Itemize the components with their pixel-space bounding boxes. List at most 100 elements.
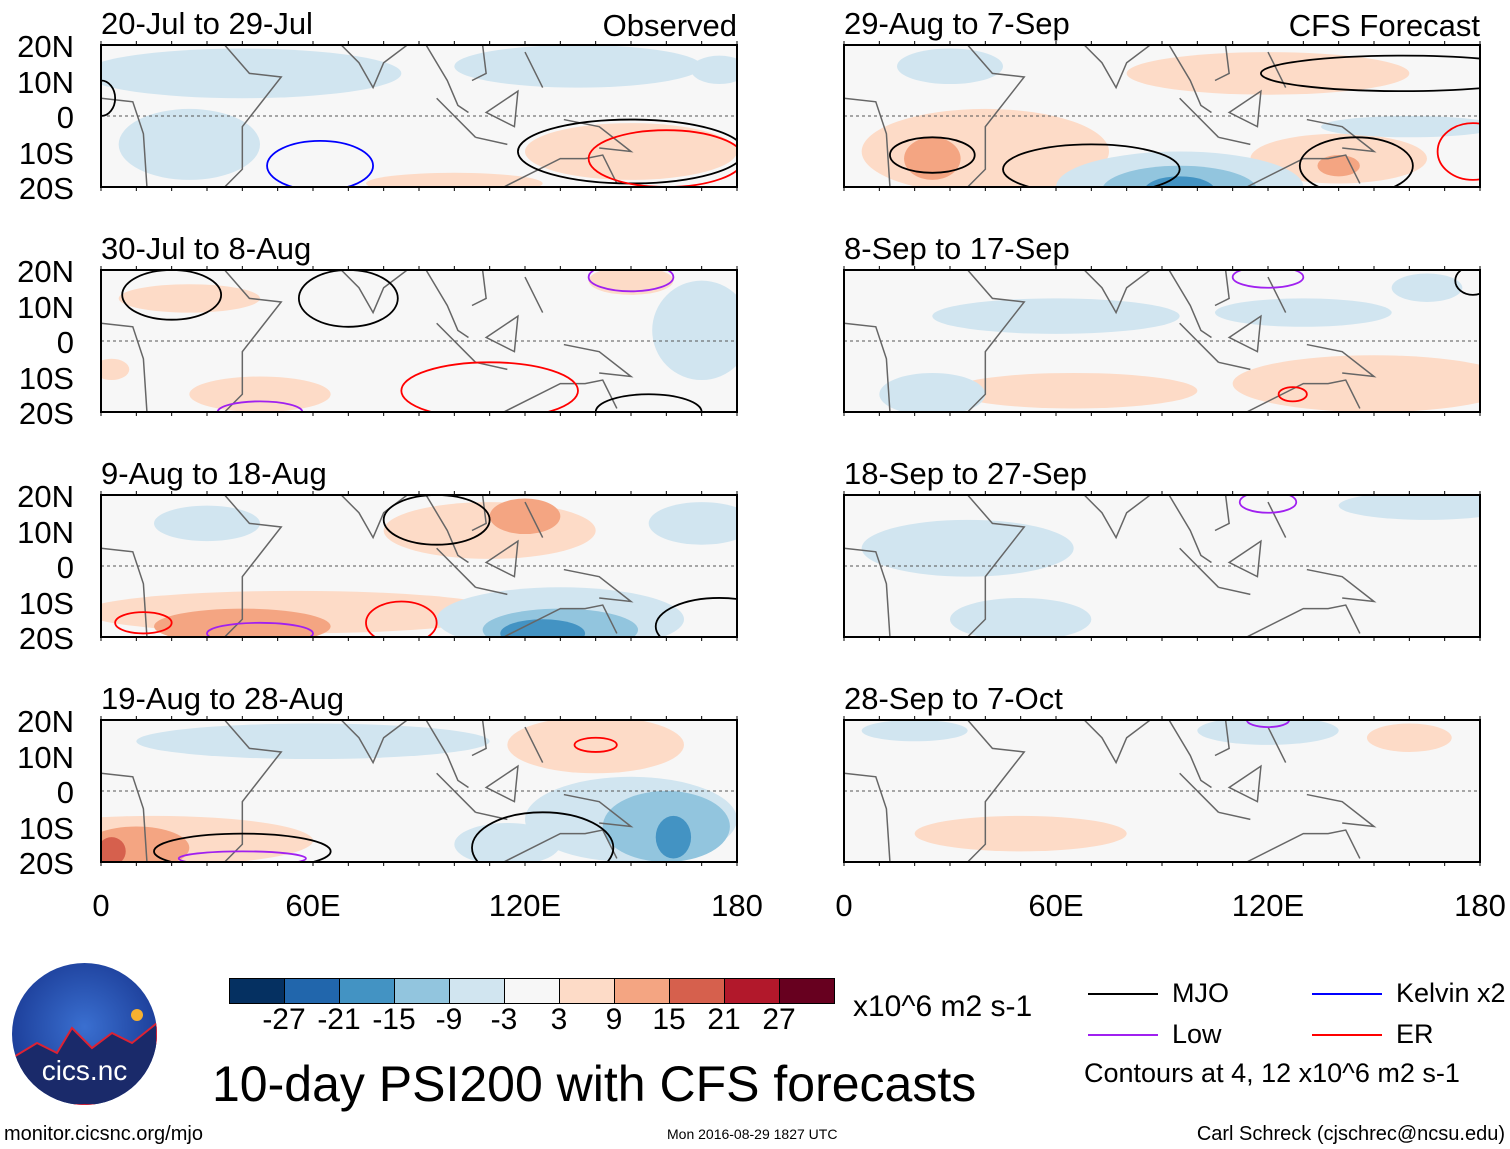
legend-item: Kelvin x2 xyxy=(1312,978,1506,1009)
anomaly-shading xyxy=(932,298,1180,334)
lat-label: 20S xyxy=(18,846,74,881)
legend-item: Low xyxy=(1088,1019,1222,1050)
contour-note: Contours at 4, 12 x10^6 m2 s-1 xyxy=(1084,1058,1460,1088)
anomaly-shading xyxy=(454,822,561,862)
anomaly-shading xyxy=(861,720,968,742)
wave-contour xyxy=(594,393,703,412)
map-panel xyxy=(843,266,1481,416)
anomaly-shading xyxy=(1321,116,1480,138)
colorbar-swatch xyxy=(339,979,394,1003)
colorbar-label: 27 xyxy=(762,1003,796,1036)
lon-label: 180 xyxy=(711,888,763,923)
colorbar-swatch xyxy=(230,979,284,1003)
panel-title: 9-Aug to 18-Aug xyxy=(101,456,327,491)
colorbar-label: 21 xyxy=(707,1003,741,1036)
map-panel xyxy=(100,491,738,641)
asia-coastline xyxy=(1083,495,1377,637)
anomaly-shading xyxy=(1126,52,1410,95)
anomaly-shading xyxy=(118,284,260,313)
panel-title: 18-Sep to 27-Sep xyxy=(844,456,1088,491)
anomaly-shading xyxy=(136,723,490,760)
wave-contour xyxy=(1231,270,1305,289)
anomaly-shading xyxy=(655,815,692,859)
panel-title: 19-Aug to 28-Aug xyxy=(101,681,345,716)
asia-coastline xyxy=(340,720,634,862)
lat-label: 10S xyxy=(18,810,74,846)
anomaly-shading xyxy=(950,372,1198,409)
lon-label: 0 xyxy=(92,888,110,923)
colorbar-label: 3 xyxy=(550,1003,568,1036)
colorbar-swatch xyxy=(559,979,614,1003)
lat-label: 20N xyxy=(17,479,74,514)
legend-line-icon xyxy=(1088,992,1158,995)
footer-url[interactable]: monitor.cicsnc.org/mjo xyxy=(4,1123,203,1145)
colorbar-swatch xyxy=(394,979,449,1003)
lon-label: 60E xyxy=(1028,888,1084,923)
lat-label: 20S xyxy=(18,171,74,206)
lat-label: 20N xyxy=(17,29,74,64)
anomaly-shading xyxy=(1317,155,1360,177)
africa-coastline xyxy=(844,720,1026,862)
lat-label: 20N xyxy=(17,254,74,289)
wave-contour xyxy=(266,139,374,187)
map-panel xyxy=(843,41,1481,191)
wave-contour xyxy=(1245,720,1291,728)
africa-coastline xyxy=(101,720,283,862)
colorbar-label: -9 xyxy=(435,1003,463,1036)
legend-line-icon xyxy=(1088,1033,1158,1036)
colorbar-swatch xyxy=(614,979,669,1003)
asia-coastline xyxy=(1083,270,1377,412)
footer-author: Carl Schreck (cjschrec@ncsu.edu) xyxy=(1196,1123,1505,1145)
legend-line-icon xyxy=(1312,992,1382,995)
lon-label: 120E xyxy=(488,888,562,923)
colorbar-label: -3 xyxy=(490,1003,518,1036)
wave-contour xyxy=(1298,136,1414,187)
lat-label: 10S xyxy=(18,585,74,621)
wave-contour xyxy=(365,600,438,637)
legend-label: Low xyxy=(1172,1019,1222,1049)
anomaly-shading xyxy=(366,172,543,187)
map-panel xyxy=(100,716,738,866)
map-panel xyxy=(100,266,738,416)
lat-label: 0 xyxy=(56,775,74,810)
footer-timestamp: Mon 2016-08-29 1827 UTC xyxy=(667,1126,838,1142)
wave-contour xyxy=(587,270,675,293)
asia-coastline xyxy=(1083,720,1377,862)
colorbar-swatch xyxy=(779,979,834,1003)
anomaly-shading xyxy=(1145,176,1214,187)
wave-contour xyxy=(177,850,307,862)
wave-contour xyxy=(121,270,223,321)
legend-item: MJO xyxy=(1088,978,1229,1009)
asia-coastline xyxy=(340,270,634,412)
africa-coastline xyxy=(101,495,283,637)
legend-label: MJO xyxy=(1172,978,1229,1008)
panel-title: 29-Aug to 7-Sep xyxy=(844,6,1070,41)
wave-contour xyxy=(1436,122,1480,181)
panel-title: 8-Sep to 17-Sep xyxy=(844,231,1070,266)
anomaly-shading xyxy=(879,372,986,412)
panel-title: 20-Jul to 29-Jul xyxy=(101,6,313,41)
logo-text: cics.nc xyxy=(41,1055,128,1086)
anomaly-shading xyxy=(1366,723,1452,752)
wave-contour xyxy=(1454,270,1480,296)
asia-coastline xyxy=(1083,45,1377,187)
lat-label: 10N xyxy=(17,514,74,550)
lon-label: 60E xyxy=(285,888,341,923)
lat-label: 20S xyxy=(18,396,74,431)
anomaly-shading xyxy=(1215,298,1392,327)
lon-label: 0 xyxy=(835,888,853,923)
cicsnc-logo: cics.nc xyxy=(12,963,157,1105)
anomaly-shading xyxy=(101,48,402,99)
panel-title: 28-Sep to 7-Oct xyxy=(844,681,1063,716)
anomaly-shading xyxy=(648,502,737,545)
colorbar-swatch xyxy=(504,979,559,1003)
map-panel xyxy=(100,41,738,191)
anomaly-shading xyxy=(904,137,961,180)
anomaly-shading xyxy=(101,837,126,862)
lat-label: 0 xyxy=(56,550,74,585)
wave-contour xyxy=(654,597,737,637)
lat-label: 10S xyxy=(18,135,74,171)
wave-contour xyxy=(573,736,618,753)
anomaly-shading xyxy=(914,815,1127,852)
colorbar-label: -27 xyxy=(262,1003,306,1036)
